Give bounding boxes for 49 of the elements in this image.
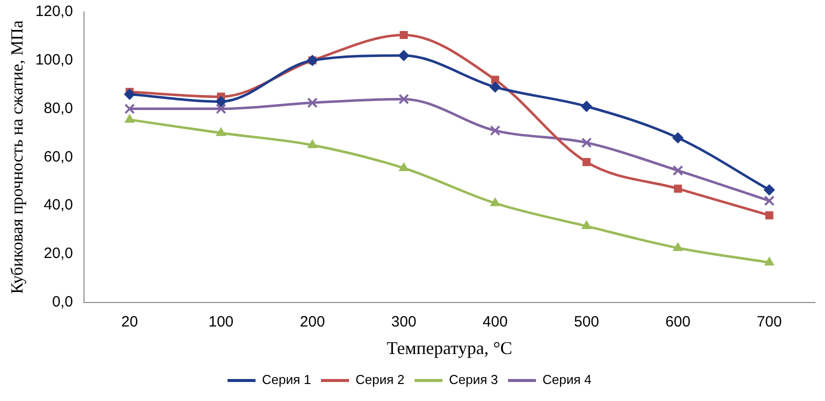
- point: [765, 211, 774, 220]
- y-tick-label: 80,0: [44, 100, 73, 117]
- x-tick-label: 200: [300, 314, 325, 331]
- point: [124, 104, 135, 114]
- y-axis-title: Кубиковая прочность на сжатие, МПа: [8, 20, 27, 294]
- legend-label: Серия 3: [449, 372, 498, 388]
- point: [490, 82, 501, 93]
- x-tick-label: 300: [391, 314, 416, 331]
- point: [764, 256, 774, 266]
- point: [124, 88, 136, 100]
- point: [216, 104, 226, 114]
- point: [582, 158, 591, 166]
- point: [673, 242, 683, 251]
- y-tick-label: 60,0: [44, 148, 73, 166]
- point: [764, 196, 775, 206]
- point: [490, 198, 500, 206]
- point: [490, 125, 500, 136]
- y-tick-label: 0,0: [52, 294, 73, 311]
- point: [581, 137, 592, 148]
- legend-label: Серия 4: [542, 372, 592, 388]
- point: [400, 30, 408, 40]
- point: [764, 184, 775, 196]
- y-tick-label: 20,0: [44, 245, 73, 262]
- point: [216, 128, 226, 136]
- x-tick-label: 600: [665, 314, 690, 331]
- point: [581, 100, 592, 112]
- point: [398, 162, 409, 172]
- x-tick-label: 400: [482, 314, 508, 331]
- y-tick-label: 100,0: [35, 52, 73, 69]
- y-tick-label: 120,0: [35, 3, 73, 20]
- point: [674, 184, 682, 193]
- point: [307, 98, 318, 108]
- point: [672, 132, 684, 144]
- point: [308, 140, 318, 148]
- y-tick-label: 40,0: [44, 196, 73, 214]
- legend-label: Серия 1: [262, 372, 312, 388]
- x-tick-label: 500: [574, 314, 600, 331]
- point: [216, 96, 227, 108]
- point: [491, 76, 500, 84]
- point: [398, 94, 410, 104]
- x-tick-label: 20: [121, 314, 138, 331]
- legend-label: Серия 2: [356, 372, 405, 388]
- point: [672, 165, 684, 176]
- point: [582, 220, 592, 230]
- x-axis-title: Температура, °C: [386, 338, 512, 358]
- point: [124, 114, 134, 123]
- x-tick-label: 700: [756, 314, 782, 331]
- point: [398, 50, 410, 62]
- x-tick-label: 100: [208, 314, 234, 331]
